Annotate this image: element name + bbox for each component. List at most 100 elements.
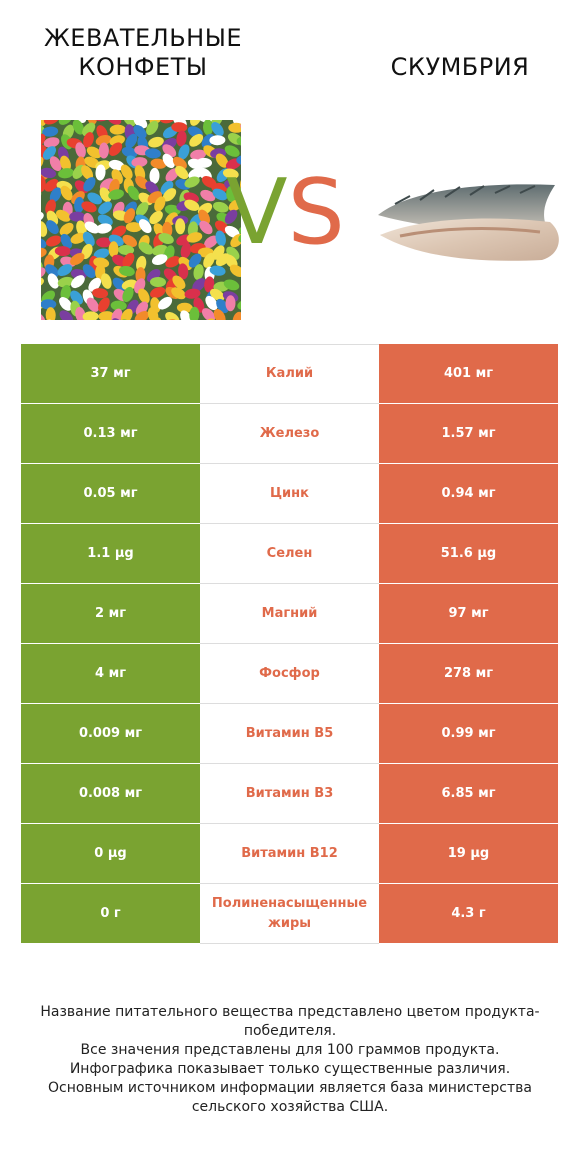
table-row: 0.009 мг Витамин B5 0.99 мг <box>21 704 558 764</box>
jelly-bean <box>45 307 56 320</box>
jelly-bean <box>204 235 218 249</box>
jelly-bean <box>176 130 187 147</box>
right-product-title: СКУМБРИЯ <box>390 53 530 81</box>
jelly-bean <box>175 165 189 180</box>
jelly-bean <box>92 288 109 299</box>
jelly-bean <box>84 221 100 234</box>
jelly-bean <box>224 145 240 157</box>
jelly-bean <box>215 230 226 247</box>
jelly-bean <box>213 201 229 213</box>
jelly-bean <box>70 253 85 266</box>
jelly-bean <box>178 263 189 280</box>
jelly-bean <box>93 257 110 268</box>
jelly-bean <box>180 242 192 259</box>
jelly-bean <box>100 273 112 289</box>
jelly-bean <box>162 153 175 169</box>
nutrient-label: Цинк <box>200 464 379 524</box>
jelly-bean <box>99 187 112 203</box>
jelly-bean <box>46 235 62 247</box>
jelly-bean <box>186 232 203 243</box>
jelly-bean <box>224 225 240 238</box>
jelly-bean <box>60 233 73 249</box>
jelly-bean <box>75 142 86 158</box>
jelly-bean <box>59 222 74 236</box>
jelly-bean <box>109 142 123 156</box>
jelly-bean <box>98 311 115 320</box>
jelly-bean <box>45 199 56 215</box>
jelly-bean <box>111 225 127 238</box>
mackerel-image <box>370 160 570 280</box>
jelly-bean <box>211 122 224 137</box>
jelly-bean <box>82 231 95 247</box>
table-row: 0 г Полиненасыщенные жиры 4.3 г <box>21 884 558 944</box>
jelly-bean <box>162 188 177 202</box>
jelly-bean <box>225 295 236 312</box>
jelly-beans-graphic <box>41 120 241 320</box>
jelly-bean <box>54 246 71 257</box>
jelly-bean <box>97 214 113 226</box>
table-row: 4 мг Фосфор 278 мг <box>21 644 558 704</box>
jelly-bean <box>108 241 119 258</box>
jelly-bean <box>41 237 47 249</box>
jelly-bean <box>232 311 241 320</box>
jelly-bean <box>228 122 241 133</box>
jelly-bean <box>192 278 206 292</box>
right-value: 19 µg <box>379 824 558 884</box>
mackerel-graphic <box>378 184 559 261</box>
jelly-bean <box>58 168 74 179</box>
jelly-bean <box>193 264 204 280</box>
left-value: 4 мг <box>21 644 200 704</box>
jelly-bean <box>198 209 211 225</box>
left-value: 0.009 мг <box>21 704 200 764</box>
jelly-bean <box>229 264 241 278</box>
jelly-bean <box>45 264 59 278</box>
jelly-bean <box>43 120 60 125</box>
jelly-bean <box>118 244 135 256</box>
jelly-bean <box>209 265 226 276</box>
left-product-title: ЖЕВАТЕЛЬНЫЕ КОНФЕТЫ <box>43 24 243 81</box>
jelly-bean <box>59 297 73 311</box>
jelly-bean <box>41 221 48 237</box>
jelly-bean <box>122 252 135 268</box>
right-value: 278 мг <box>379 644 558 704</box>
jelly-bean <box>42 126 59 137</box>
nutrient-comparison-table: 37 мг Калий 401 мг 0.13 мг Железо 1.57 мг 0.05… <box>21 344 558 944</box>
jelly-bean <box>171 287 186 300</box>
left-value: 0 µg <box>21 824 200 884</box>
jelly-bean <box>212 188 228 201</box>
jelly-bean <box>95 164 106 181</box>
jelly-bean <box>75 306 86 320</box>
jelly-bean <box>98 297 110 313</box>
jelly-bean <box>86 297 100 312</box>
right-value: 0.94 мг <box>379 464 558 524</box>
jelly-bean <box>56 209 71 222</box>
jelly-bean <box>41 311 46 320</box>
jelly-bean <box>204 276 215 293</box>
jelly-bean <box>150 276 166 288</box>
table-row: 0.008 мг Витамин B3 6.85 мг <box>21 764 558 824</box>
right-value: 401 мг <box>379 344 558 404</box>
jelly-bean <box>93 248 110 260</box>
nutrient-label: Фосфор <box>200 644 379 704</box>
jelly-bean <box>199 220 213 235</box>
jelly-bean <box>98 142 109 159</box>
jelly-bean <box>43 137 60 148</box>
table-row: 0.13 мг Железо 1.57 мг <box>21 404 558 464</box>
jelly-bean <box>60 155 71 172</box>
jelly-bean <box>57 276 74 288</box>
vs-s-letter: S <box>287 160 345 265</box>
jelly-bean <box>98 201 113 215</box>
jelly-bean <box>184 288 201 299</box>
jelly-bean <box>189 306 200 320</box>
jelly-bean <box>203 252 215 268</box>
jelly-bean <box>209 135 226 146</box>
jelly-bean <box>47 273 59 289</box>
jelly-bean <box>57 264 73 277</box>
jelly-bean <box>228 198 241 212</box>
nutrient-label: Калий <box>200 344 379 404</box>
jelly-bean <box>49 187 62 203</box>
nutrient-label: Селен <box>200 524 379 584</box>
jelly-bean <box>184 199 200 211</box>
jelly-bean <box>59 310 74 320</box>
jelly-bean <box>222 168 239 179</box>
